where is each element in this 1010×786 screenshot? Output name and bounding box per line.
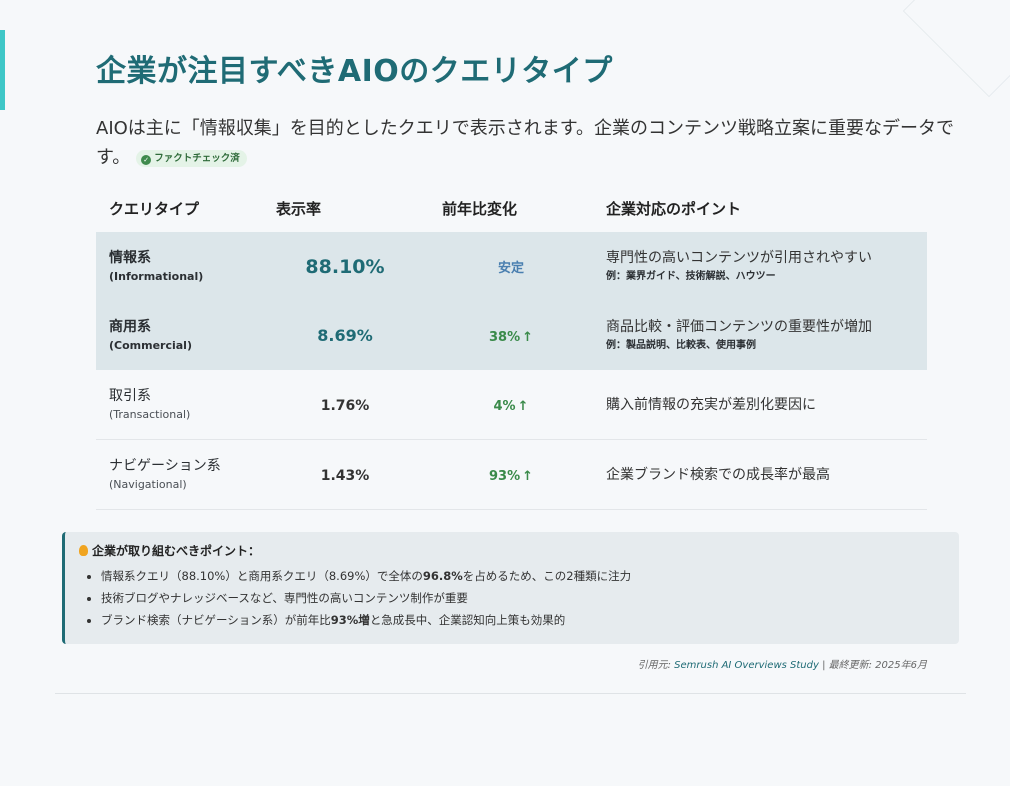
corner-decoration (902, 0, 1010, 98)
list-item: 技術ブログやナレッジベースなど、専門性の高いコンテンツ制作が重要 (101, 587, 945, 609)
table-header: クエリタイプ 表示率 前年比変化 企業対応のポイント (96, 184, 927, 232)
display-rate: 8.69% (317, 326, 373, 345)
citation-source: Semrush AI Overviews Study (674, 660, 819, 671)
header-display-rate: 表示率 (276, 199, 322, 218)
arrow-up-icon: ↑ (517, 399, 529, 414)
arrow-up-icon: ↑ (522, 469, 534, 484)
query-sub: (Commercial) (109, 338, 192, 352)
callout-title: 企業が取り組むべきポイント： (79, 542, 945, 559)
action-point: 専門性の高いコンテンツが引用されやすい (606, 249, 872, 266)
intro-sentence: AIOは主に「情報収集」を目的としたクエリで表示されます。企業のコンテンツ戦略立… (96, 118, 954, 168)
citation: 引用元: Semrush AI Overviews Study | 最終更新: … (637, 660, 927, 671)
query-sub: (Navigational) (109, 477, 187, 491)
lightbulb-icon (79, 545, 88, 556)
header-action-point: 企業対応のポイント (606, 199, 742, 218)
yoy-change: 93% (488, 469, 521, 484)
display-rate: 88.10% (305, 255, 385, 278)
action-point: 企業ブランド検索での成長率が最高 (606, 466, 830, 483)
list-item: ブランド検索（ナビゲーション系）が前年比93%増と急成長中、企業認知向上策も効果… (101, 609, 945, 631)
table-row-commercial: 商用系 (Commercial) 8.69% 38% ↑ 商品比較・評価コンテンツの… (96, 301, 927, 370)
query-sub: (Transactional) (109, 407, 191, 421)
table-row-transactional: 取引系 (Transactional) 1.76% 4% ↑ 購入前情報の充実が差別… (96, 370, 927, 440)
page-title: 企業が注目すべきAIOのクエリタイプ (96, 54, 613, 89)
query-name: 情報系 (109, 249, 151, 266)
intro-text: AIOは主に「情報収集」を目的としたクエリで表示されます。企業のコンテンツ戦略立… (96, 114, 966, 172)
query-sub: (Informational) (109, 269, 204, 283)
accent-bar (0, 30, 5, 110)
action-example: 例：製品説明、比較表、使用事例 (606, 339, 756, 351)
yoy-change: 安定 (497, 261, 524, 276)
header-yoy-change: 前年比変化 (442, 199, 518, 218)
query-type-table: クエリタイプ 表示率 前年比変化 企業対応のポイント 情報系 (Informati… (96, 184, 927, 510)
check-icon: ✓ (141, 154, 152, 165)
action-point: 商品比較・評価コンテンツの重要性が増加 (606, 318, 872, 335)
list-item: 情報系クエリ（88.10%）と商用系クエリ（8.69%）で全体の96.8%を占め… (101, 565, 945, 587)
table-row-navigational: ナビゲーション系 (Navigational) 1.43% 93% ↑ 企業ブランド… (96, 440, 927, 510)
table-row-informational: 情報系 (Informational) 88.10% 安定 専門性の高いコンテンツ… (96, 232, 927, 301)
query-name: ナビゲーション系 (109, 457, 221, 474)
key-points-callout: 企業が取り組むべきポイント： 情報系クエリ（88.10%）と商用系クエリ（8.6… (62, 532, 959, 644)
query-name: 取引系 (109, 387, 151, 404)
yoy-change: 4% (493, 399, 516, 414)
action-example: 例：業界ガイド、技術解説、ハウツー (606, 270, 776, 282)
display-rate: 1.43% (320, 468, 370, 484)
action-point: 購入前情報の充実が差別化要因に (606, 396, 816, 413)
yoy-change: 38% (488, 330, 521, 345)
query-name: 商用系 (109, 318, 151, 335)
callout-title-text: 企業が取り組むべきポイント： (92, 544, 261, 558)
badge-label: ファクトチェック済 (154, 152, 240, 164)
header-query-type: クエリタイプ (109, 199, 200, 218)
display-rate: 1.76% (320, 398, 370, 414)
fact-check-badge: ✓ ファクトチェック済 (136, 149, 247, 167)
arrow-up-icon: ↑ (522, 330, 534, 345)
callout-list: 情報系クエリ（88.10%）と商用系クエリ（8.69%）で全体の96.8%を占め… (79, 565, 945, 631)
divider (55, 693, 966, 694)
